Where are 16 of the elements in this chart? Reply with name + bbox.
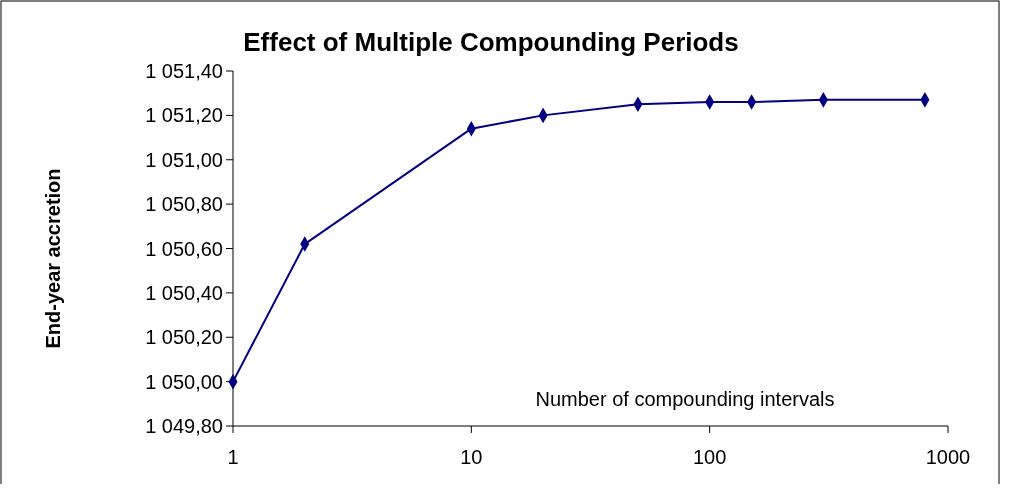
x-tick-label: 100 xyxy=(692,446,727,468)
y-tick-label: 1 050,20 xyxy=(145,326,223,349)
y-tick-label: 1 051,40 xyxy=(145,60,223,82)
x-tick-label: 10 xyxy=(460,446,483,468)
y-tick-label: 1 051,00 xyxy=(145,148,223,171)
y-axis-title: End-year accretion xyxy=(42,168,64,349)
x-axis-title: Number of compounding intervals xyxy=(535,388,835,410)
y-tick-label: 1 049,80 xyxy=(145,415,223,437)
y-tick-label: 1 050,40 xyxy=(145,281,223,304)
x-tick-label: 1 xyxy=(227,446,239,468)
y-tick-label: 1 050,60 xyxy=(145,237,223,260)
y-tick-label: 1 050,80 xyxy=(145,193,223,216)
chart-title: Effect of Multiple Compounding Periods xyxy=(243,27,739,57)
y-tick-label: 1 050,00 xyxy=(145,370,223,393)
x-tick-label: 1000 xyxy=(925,446,971,468)
y-tick-label: 1 051,20 xyxy=(145,104,223,127)
